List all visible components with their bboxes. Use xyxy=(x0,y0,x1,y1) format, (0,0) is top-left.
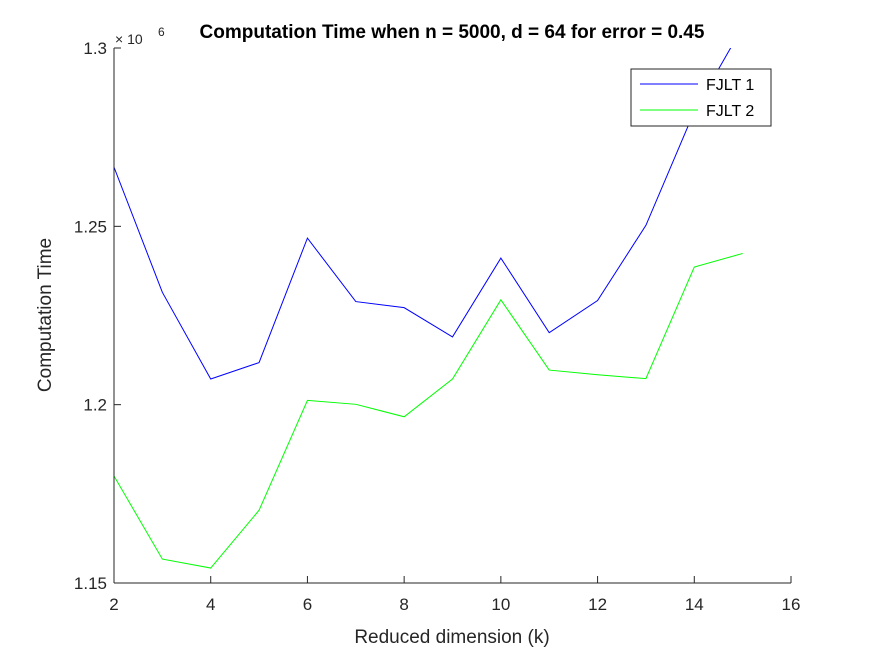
y-tick-label: 1.25 xyxy=(74,217,107,236)
x-tick-label: 12 xyxy=(588,595,607,614)
y-tick-label: 1.15 xyxy=(74,574,107,593)
x-tick-label: 2 xyxy=(109,595,118,614)
y-exponent-power: 6 xyxy=(158,25,165,39)
legend-label-1: FJLT 1 xyxy=(706,77,754,94)
plot-background xyxy=(114,48,791,583)
series-line-2 xyxy=(114,252,743,569)
y-axis-label: Computation Time xyxy=(35,238,56,392)
x-tick-label: 14 xyxy=(685,595,704,614)
x-axis-label: Reduced dimension (k) xyxy=(354,627,549,648)
x-tick-label: 4 xyxy=(206,595,215,614)
x-tick-label: 8 xyxy=(399,595,408,614)
x-tick-label: 6 xyxy=(303,595,312,614)
series-layer xyxy=(114,48,743,569)
x-tick-label: 10 xyxy=(491,595,510,614)
y-tick-label: 1.3 xyxy=(83,39,107,58)
legend-box xyxy=(630,68,772,127)
legend-label-2: FJLT 2 xyxy=(706,103,754,120)
legend: FJLT 1 FJLT 2 xyxy=(630,68,772,127)
series-line-1 xyxy=(114,48,732,380)
x-tick-label: 16 xyxy=(782,595,801,614)
axes: 2 4 6 8 10 12 14 16 1.15 1.2 1.25 1.3 xyxy=(74,39,801,614)
y-tick-label: 1.2 xyxy=(83,396,107,415)
y-exponent-base: × 10 xyxy=(115,31,143,47)
chart-title: Computation Time when n = 5000, d = 64 f… xyxy=(200,22,705,43)
